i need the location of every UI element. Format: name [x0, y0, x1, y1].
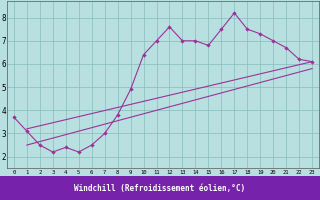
- Text: Windchill (Refroidissement éolien,°C): Windchill (Refroidissement éolien,°C): [75, 184, 245, 194]
